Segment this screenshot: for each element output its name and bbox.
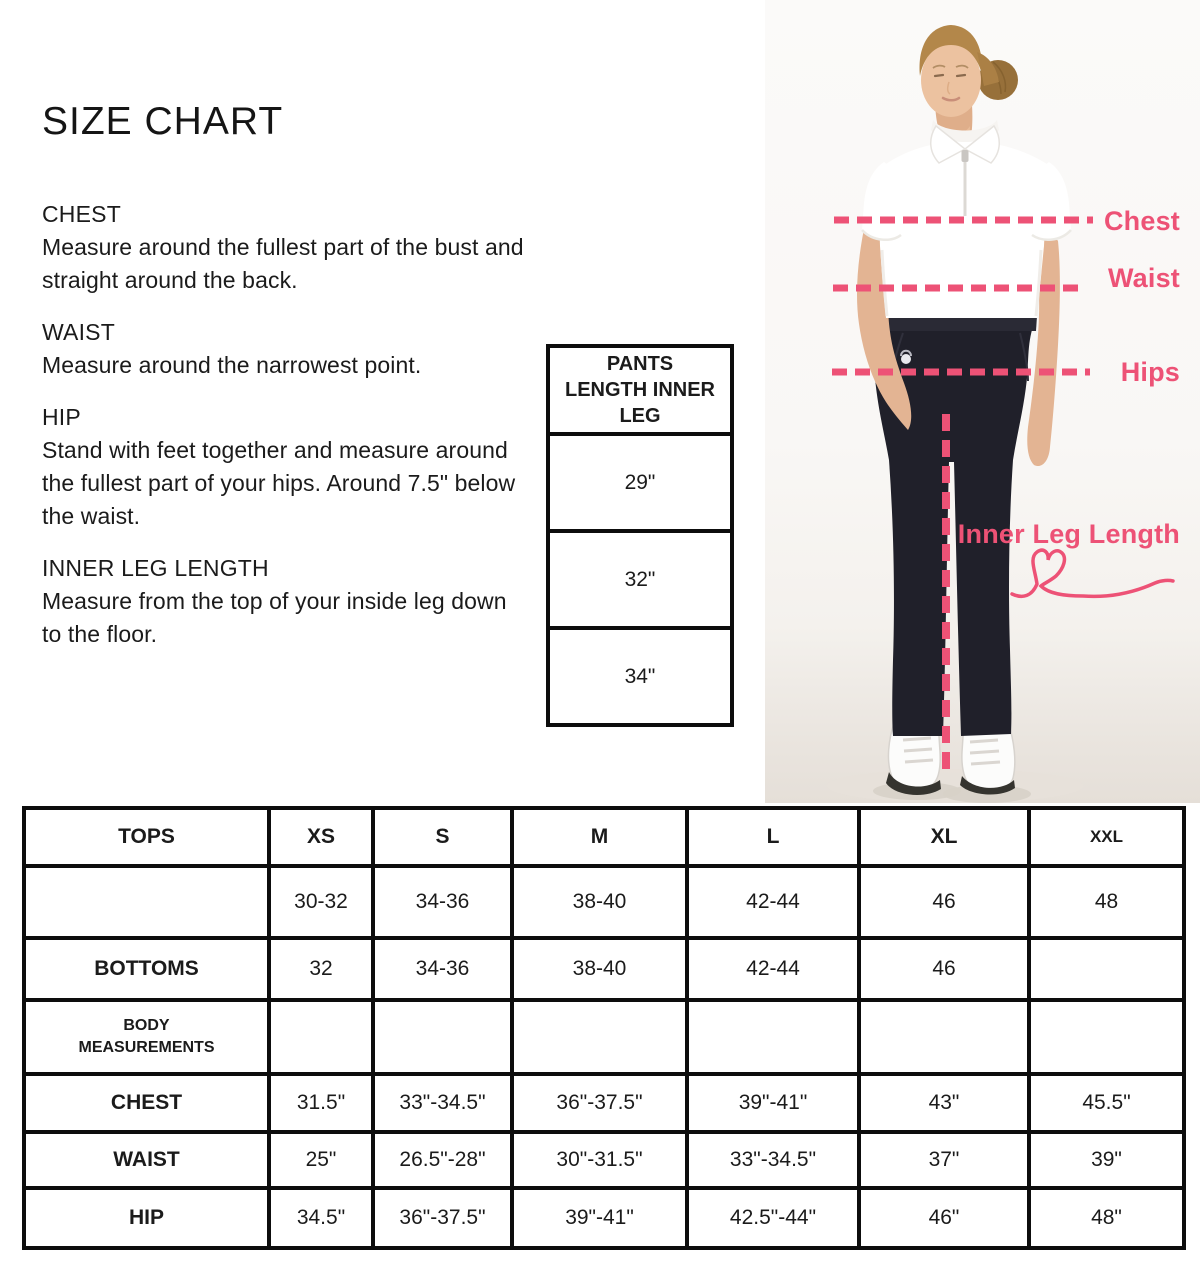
cell: 39"	[1027, 1130, 1186, 1190]
row-label-body-measurements: BODY MEASUREMENTS	[22, 998, 271, 1076]
hair	[919, 25, 983, 76]
cell: 26.5"-28"	[371, 1130, 514, 1190]
cell: 45.5"	[1027, 1072, 1186, 1134]
size-table-header-row: TOPS XS S M L XL XXL	[22, 806, 1186, 868]
cell	[510, 998, 689, 1076]
cell: 39"-41"	[510, 1186, 689, 1250]
measurement-guide: CHEST Measure around the fullest part of…	[42, 201, 524, 673]
cell: 34.5"	[267, 1186, 375, 1250]
row-label-tops-sizes	[22, 864, 271, 940]
guide-chest: CHEST Measure around the fullest part of…	[42, 201, 524, 297]
sneakers	[886, 719, 1016, 795]
cell	[267, 998, 375, 1076]
cell: 36"-37.5"	[510, 1072, 689, 1134]
table-row-body-measurements: BODY MEASUREMENTS	[22, 998, 1186, 1076]
size-table: TOPS XS S M L XL XXL 30-32 34-36 38-40 4…	[22, 806, 1186, 1250]
cell	[685, 998, 861, 1076]
cell: 34-36	[371, 864, 514, 940]
table-row-chest: CHEST 31.5" 33"-34.5" 36"-37.5" 39"-41" …	[22, 1072, 1186, 1134]
table-row-hip: HIP 34.5" 36"-37.5" 39"-41" 42.5"-44" 46…	[22, 1186, 1186, 1250]
cell	[1027, 998, 1186, 1076]
model-figure-illustration	[827, 25, 1175, 803]
cell: 38-40	[510, 936, 689, 1002]
face	[921, 43, 981, 117]
col-header-xxl: XXL	[1027, 806, 1186, 868]
pants-length-value: 32"	[546, 529, 734, 630]
table-row-tops-sizes: 30-32 34-36 38-40 42-44 46 48	[22, 864, 1186, 940]
model-photo: Chest Waist Hips Inner Leg Length	[765, 0, 1200, 803]
guide-term-chest: CHEST	[42, 201, 121, 227]
head	[919, 25, 1018, 117]
col-header-xl: XL	[857, 806, 1031, 868]
zipper-pull	[961, 150, 969, 162]
cell: 37"	[857, 1130, 1031, 1190]
waist-label: Waist	[1107, 263, 1180, 293]
guide-term-inner-leg: INNER LEG LENGTH	[42, 555, 269, 581]
row-label-hip: HIP	[22, 1186, 271, 1250]
cell: 46	[857, 864, 1031, 940]
row-label-chest: CHEST	[22, 1072, 271, 1134]
cell	[371, 998, 514, 1076]
cell: 43"	[857, 1072, 1031, 1134]
page-title: SIZE CHART	[42, 100, 284, 143]
cell: 48"	[1027, 1186, 1186, 1250]
col-header-s: S	[371, 806, 514, 868]
guide-term-hip: HIP	[42, 404, 81, 430]
pants-length-value: 29"	[546, 432, 734, 533]
cell: 34-36	[371, 936, 514, 1002]
guide-waist: WAIST Measure around the narrowest point…	[42, 319, 524, 382]
col-header-xs: XS	[267, 806, 375, 868]
pants-length-table: PANTS LENGTH INNER LEG 29" 32" 34"	[546, 344, 734, 727]
cell	[1027, 936, 1186, 1002]
guide-desc-waist: Measure around the narrowest point.	[42, 352, 422, 378]
guide-term-waist: WAIST	[42, 319, 115, 345]
cell: 32	[267, 936, 375, 1002]
table-row-bottoms: BOTTOMS 32 34-36 38-40 42-44 46	[22, 936, 1186, 1002]
heart-flourish	[1010, 548, 1175, 599]
cell: 48	[1027, 864, 1186, 940]
hips-label: Hips	[1120, 357, 1180, 387]
cell: 33"-34.5"	[371, 1072, 514, 1134]
cell: 42-44	[685, 936, 861, 1002]
guide-inner-leg: INNER LEG LENGTH Measure from the top of…	[42, 555, 524, 651]
cell: 25"	[267, 1130, 375, 1190]
cell: 39"-41"	[685, 1072, 861, 1134]
guide-desc-inner-leg: Measure from the top of your inside leg …	[42, 588, 507, 647]
cell: 38-40	[510, 864, 689, 940]
row-label-bottoms: BOTTOMS	[22, 936, 271, 1002]
col-header-m: M	[510, 806, 689, 868]
col-header-tops: TOPS	[22, 806, 271, 868]
col-header-l: L	[685, 806, 861, 868]
collar-flap-right	[963, 124, 1000, 164]
pocket-charm	[901, 354, 911, 364]
table-row-waist: WAIST 25" 26.5"-28" 30"-31.5" 33"-34.5" …	[22, 1130, 1186, 1190]
guide-desc-chest: Measure around the fullest part of the b…	[42, 234, 524, 293]
pants-length-header: PANTS LENGTH INNER LEG	[546, 344, 734, 436]
cell: 46"	[857, 1186, 1031, 1250]
cell: 42.5"-44"	[685, 1186, 861, 1250]
cell	[857, 998, 1031, 1076]
chest-label: Chest	[1103, 206, 1180, 236]
floor-shadow	[827, 769, 1083, 803]
guide-hip: HIP Stand with feet together and measure…	[42, 404, 524, 533]
collar-flap-left	[930, 124, 967, 164]
cell: 36"-37.5"	[371, 1186, 514, 1250]
measurement-lines	[832, 216, 1175, 776]
cell: 33"-34.5"	[685, 1130, 861, 1190]
polo-shirt	[861, 120, 1072, 318]
inner-leg-label: Inner Leg Length	[957, 519, 1180, 549]
cell: 30-32	[267, 864, 375, 940]
cell: 46	[857, 936, 1031, 1002]
row-label-waist: WAIST	[22, 1130, 271, 1190]
pants-length-value: 34"	[546, 626, 734, 727]
cell: 30"-31.5"	[510, 1130, 689, 1190]
cell: 42-44	[685, 864, 861, 940]
guide-desc-hip: Stand with feet together and measure aro…	[42, 437, 516, 529]
cell: 31.5"	[267, 1072, 375, 1134]
